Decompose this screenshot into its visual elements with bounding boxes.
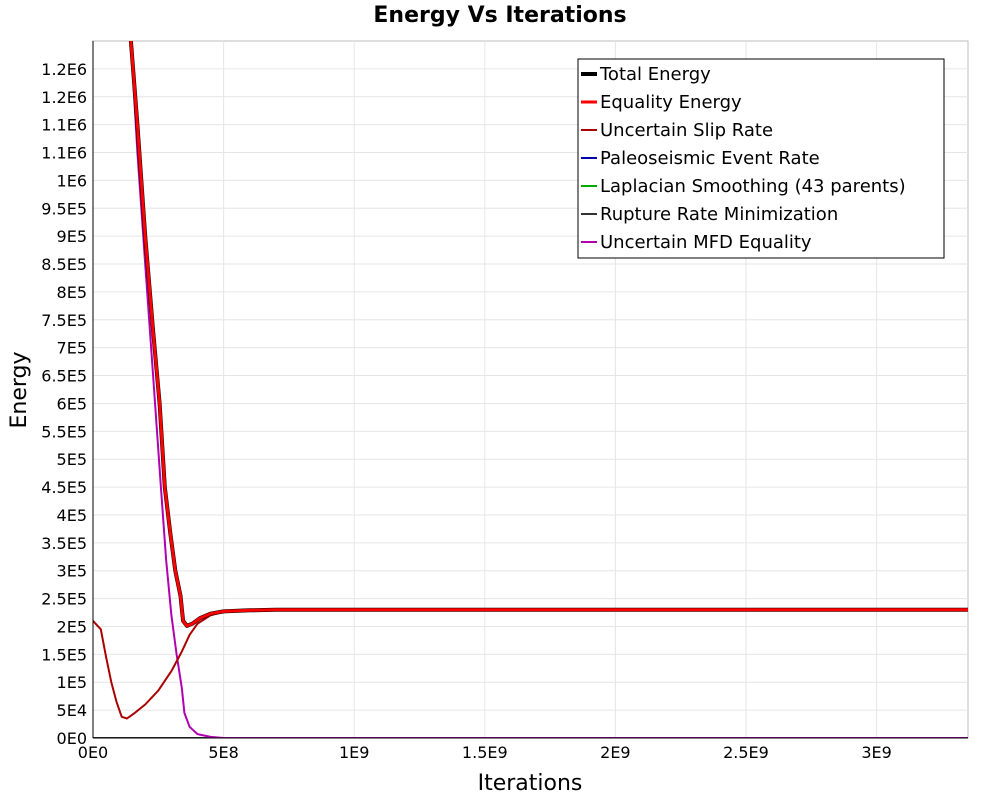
y-tick-label: 6.5E5	[41, 367, 87, 386]
chart-title: Energy Vs Iterations	[373, 3, 626, 28]
legend: Total Energy Equality Energy Uncertain Sli…	[577, 58, 945, 259]
y-tick-label: 3.5E5	[41, 534, 87, 553]
legend-label: Paleoseismic Event Rate	[600, 148, 820, 169]
y-tick-label: 9.5E5	[41, 199, 87, 218]
y-tick-label: 1.1E6	[41, 144, 87, 163]
y-tick-label: 3E5	[57, 562, 87, 581]
x-axis-label: Iterations	[478, 771, 583, 796]
legend-label: Total Energy	[599, 64, 711, 85]
x-tick-label: 1.5E9	[462, 743, 508, 762]
y-tick-label: 7.5E5	[41, 311, 87, 330]
y-tick-label: 4E5	[57, 506, 87, 525]
y-tick-label: 2E5	[57, 617, 87, 636]
legend-label: Laplacian Smoothing (43 parents)	[600, 176, 906, 197]
x-tick-label: 1E9	[339, 743, 369, 762]
series-lines	[93, 41, 968, 738]
y-tick-label: 9E5	[57, 227, 87, 246]
y-tick-label: 4.5E5	[41, 478, 87, 497]
y-tick-label: 2.5E5	[41, 590, 87, 609]
y-tick-label: 1.2E6	[41, 60, 87, 79]
y-tick-label: 1.5E5	[41, 645, 87, 664]
y-tick-label: 8E5	[57, 283, 87, 302]
legend-label: Uncertain Slip Rate	[600, 120, 773, 141]
y-tick-label: 1.2E6	[41, 88, 87, 107]
series-line-uncertain-mfd-equality	[129, 41, 968, 738]
y-tick-label: 6E5	[57, 394, 87, 413]
legend-label: Rupture Rate Minimization	[600, 204, 838, 225]
x-tick-label: 3E9	[861, 743, 891, 762]
y-tick-label: 1E5	[57, 673, 87, 692]
y-tick-label: 7E5	[57, 339, 87, 358]
x-tick-label: 5E8	[208, 743, 238, 762]
y-tick-label: 5E5	[57, 450, 87, 469]
legend-label: Uncertain MFD Equality	[600, 232, 812, 253]
x-tick-label: 2.5E9	[723, 743, 769, 762]
series-line-equality-energy	[129, 41, 968, 628]
y-tick-labels: 0E0 5E4 1E5 1.5E5 2E5 2.5E5 3E5 3.5E5 4E5 4.5E5 5E…	[41, 60, 87, 748]
legend-box	[577, 58, 945, 259]
y-tick-label: 5.5E5	[41, 422, 87, 441]
y-tick-label: 0E0	[57, 729, 87, 748]
y-tick-label: 1E6	[57, 171, 87, 190]
y-tick-label: 8.5E5	[41, 255, 87, 274]
x-tick-label: 0E0	[78, 743, 108, 762]
y-tick-label: 1.1E6	[41, 116, 87, 135]
x-tick-label: 2E9	[600, 743, 630, 762]
x-tick-labels: 0E0 5E8 1E9 1.5E9 2E9 2.5E9 3E9	[78, 743, 892, 762]
y-axis-label: Energy	[7, 351, 32, 428]
legend-label: Equality Energy	[600, 92, 742, 113]
y-tick-label: 5E4	[57, 701, 87, 720]
